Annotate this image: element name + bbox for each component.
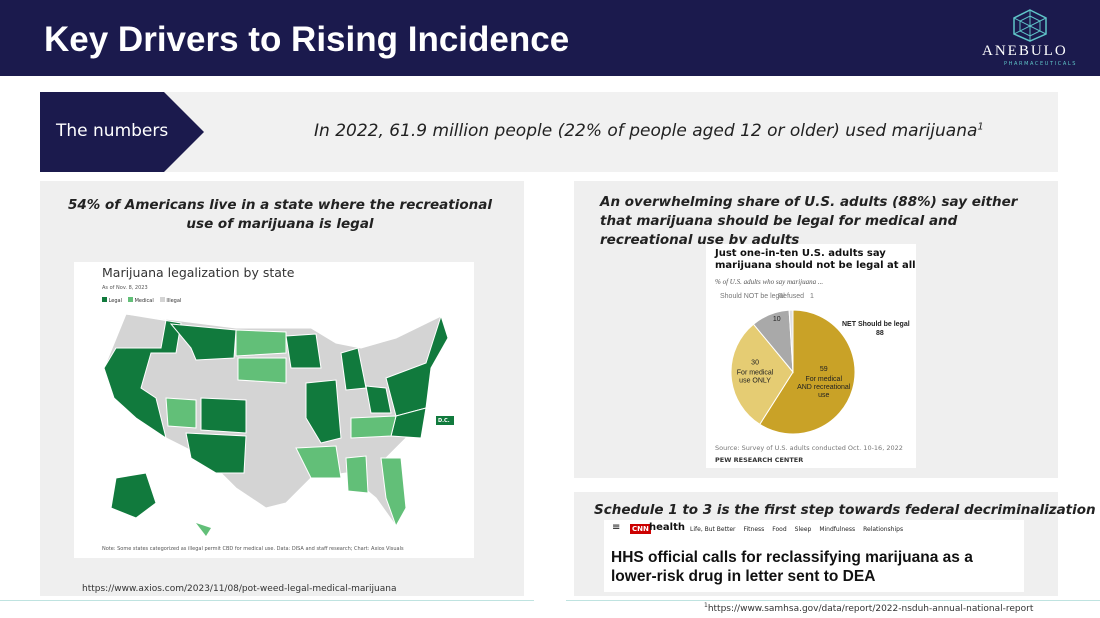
rule [566, 600, 1100, 601]
logo-subtext: PHARMACEUTICALS [1004, 61, 1078, 67]
legend-text: Medical [134, 298, 154, 304]
menu-icon: ≡ [612, 522, 621, 533]
chevron [40, 92, 204, 172]
pie-slice [730, 323, 794, 426]
nav-item[interactable]: Mindfulness [819, 526, 856, 533]
slice-label: For medical use ONLY [737, 369, 774, 384]
nav-item[interactable]: Fitness [743, 526, 765, 533]
us-map [103, 313, 454, 536]
slice-value: 59 [820, 366, 828, 373]
slice-value: 30 [751, 359, 759, 366]
left-source: https://www.axios.com/2023/11/08/pot-wee… [82, 584, 397, 594]
footnote: 1https://www.samhsa.gov/data/report/2022… [704, 602, 1033, 614]
slice-label: Should NOT be legal [720, 293, 785, 300]
slice-label: For medical AND recreational use [797, 376, 851, 399]
banner-statement: In 2022, 61.9 million people (22% of peo… [314, 121, 978, 141]
nav-item[interactable]: Sleep [794, 526, 812, 533]
nav-item[interactable]: Relationships [863, 526, 904, 533]
map-legend: Legal Medical Illegal [102, 297, 181, 304]
legend-item: Medical [128, 297, 154, 304]
pie-subtitle: % of U.S. adults who say marijuana ... [715, 278, 824, 286]
pie-source: Source: Survey of U.S. adults conducted … [715, 444, 903, 452]
nav: Life, But Better Fitness Food Sleep Mindfuln… [690, 526, 903, 533]
left-heading: 54% of Americans live in a state where t… [68, 197, 492, 232]
pie-credit: PEW RESEARCH CENTER [715, 456, 804, 464]
footnote-sup: 1 [704, 602, 708, 609]
legend-item: Legal [102, 297, 122, 304]
map-note: Note: Some states categorized as illegal… [102, 546, 404, 552]
pie-slice [788, 309, 794, 373]
banner-sup: 1 [977, 121, 984, 133]
banner-label: The numbers [56, 121, 169, 141]
dc-callout: D.C. [438, 418, 450, 424]
brand: health [649, 522, 685, 533]
slide-title: Key Drivers to Rising Incidence [44, 20, 570, 59]
pie-slice [759, 309, 856, 435]
headline: HHS official calls for reclassifying mar… [611, 549, 973, 585]
footnote-text: https://www.samhsa.gov/data/report/2022-… [707, 604, 1034, 614]
slice-value: 10 [773, 316, 781, 323]
logo-icon [1013, 9, 1047, 42]
slice-value: 1 [810, 293, 814, 300]
rule [0, 600, 534, 601]
logo-text: ANEBULO [982, 43, 1068, 59]
pie-chart: Should NOT be legal Refused 1 NET Should… [720, 293, 910, 435]
slice-label: Refused [778, 293, 804, 300]
banner [40, 92, 1058, 172]
legend-text: Illegal [166, 298, 182, 304]
banner-text: In 2022, 61.9 million people (22% of peo… [314, 121, 984, 141]
legend-text: Legal [108, 298, 122, 304]
net-label: NET Should be legal [842, 321, 910, 328]
news-card [604, 520, 1024, 592]
nav-item[interactable]: Food [772, 526, 787, 533]
right-heading: An overwhelming share of U.S. adults (88… [600, 194, 1018, 248]
net-value: 88 [876, 330, 884, 337]
map-title: Marijuana legalization by state [102, 265, 295, 280]
pie-title: Just one-in-ten U.S. adults say marijuan… [715, 248, 916, 271]
nav-item[interactable]: Life, But Better [690, 526, 736, 533]
cnn-logo: CNN [630, 524, 651, 534]
legend-item: Illegal [159, 297, 182, 304]
map-date: As of Nov. 8, 2023 [102, 285, 148, 291]
bottom-heading: Schedule 1 to 3 is the first step toward… [594, 502, 1096, 518]
header-bar [0, 0, 1100, 76]
